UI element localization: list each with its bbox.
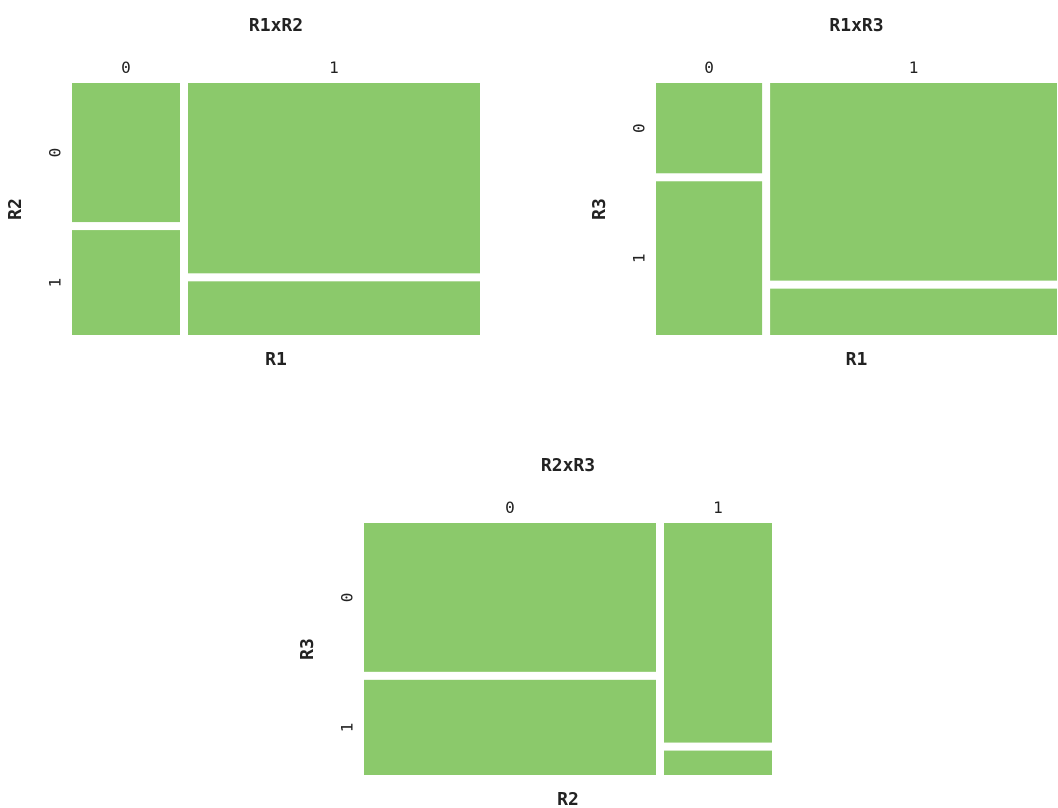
mosaic-tile-1-0 (188, 83, 480, 274)
y-tick-label: 1 (338, 723, 357, 733)
y-tick-label: 1 (46, 278, 65, 288)
y-tick-label: 0 (338, 593, 357, 603)
mosaic-tile-0-1 (656, 181, 763, 335)
chart-title: R2xR3 (541, 455, 595, 476)
mosaic-chart-1: R1xR3 R1 R3 0 1 0 1 (589, 15, 1057, 370)
y-tick-label: 1 (630, 253, 649, 263)
x-axis-label: R2 (557, 789, 579, 808)
x-axis-label: R1 (265, 349, 287, 370)
y-tick-label: 0 (46, 148, 65, 158)
mosaic-tile-0-0 (72, 83, 180, 223)
mosaic-tile-0-1 (72, 230, 180, 335)
mosaic-tile-1-1 (664, 750, 772, 775)
x-axis-label: R1 (846, 349, 868, 370)
chart-title: R1xR3 (829, 15, 883, 36)
chart-title: R1xR2 (249, 15, 303, 36)
x-tick-label: 0 (704, 58, 714, 77)
x-tick-label: 0 (505, 498, 515, 517)
mosaic-chart-0: R1xR2 R1 R2 0 1 0 1 (5, 15, 480, 370)
y-axis-label: R3 (297, 638, 318, 660)
y-axis-label: R2 (5, 198, 26, 220)
mosaic-tile-0-0 (364, 523, 656, 672)
mosaic-tile-0-1 (364, 679, 656, 775)
mosaic-tile-1-0 (664, 523, 772, 743)
mosaic-tile-0-0 (656, 83, 763, 174)
mosaic-tile-1-0 (770, 83, 1057, 281)
mosaic-tile-1-1 (770, 288, 1057, 335)
x-tick-label: 1 (713, 498, 723, 517)
mosaic-chart-2: R2xR3 R2 R3 0 1 0 1 (297, 455, 772, 808)
y-tick-label: 0 (630, 123, 649, 133)
x-tick-label: 0 (121, 58, 131, 77)
mosaic-tile-1-1 (188, 281, 480, 335)
y-axis-label: R3 (589, 198, 610, 220)
x-tick-label: 1 (329, 58, 339, 77)
x-tick-label: 1 (909, 58, 919, 77)
